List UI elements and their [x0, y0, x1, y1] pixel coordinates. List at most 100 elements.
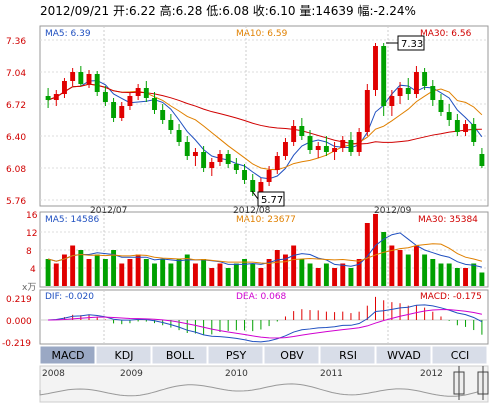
macd-panel-frame	[39, 289, 489, 345]
tab-kdj[interactable]: KDJ	[95, 345, 152, 365]
volume-ma10-line	[47, 243, 483, 265]
header-high: 6.28	[176, 4, 203, 18]
tab-boll[interactable]: BOLL	[151, 345, 208, 365]
candle-body	[217, 154, 223, 162]
header-date: 2012/09/21	[40, 4, 109, 18]
macd-value-label: MACD: -0.175	[420, 292, 482, 302]
tab-label: RSI	[339, 349, 357, 362]
timeline-years: 2008 2009 2010 2011 2012	[42, 369, 443, 379]
price-panel-frame	[39, 25, 489, 207]
volume-bar	[307, 263, 313, 286]
volume-bar	[53, 263, 59, 286]
tab-background	[151, 345, 208, 365]
ma-lines	[47, 80, 483, 180]
price-x-tick: 2012/07	[90, 206, 127, 216]
volume-bar	[225, 268, 231, 286]
candle-body	[438, 100, 444, 112]
candle-body	[446, 112, 452, 120]
candle-body	[291, 126, 297, 142]
price-y-tick: 7.04	[6, 69, 26, 79]
header-volume: 14639	[315, 4, 353, 18]
candle-body	[242, 170, 247, 180]
dea-line	[48, 309, 483, 339]
tab-background	[431, 345, 488, 365]
volume-bar	[454, 268, 460, 286]
tab-label: PSY	[226, 349, 247, 362]
volume-bar	[422, 254, 428, 286]
header-change-label: 幅:	[357, 3, 373, 18]
volume-bar	[250, 263, 256, 286]
candle-body	[70, 72, 76, 81]
candle-body	[102, 92, 108, 102]
candle-body	[430, 86, 436, 100]
candle-body	[348, 140, 354, 152]
volume-bar	[242, 259, 247, 286]
candle-body	[135, 88, 141, 96]
macd-dea-label: DEA: 0.068	[236, 292, 287, 302]
tab-obv[interactable]: OBV	[263, 345, 320, 365]
price-ma10-label: MA10: 6.59	[236, 29, 288, 39]
tab-cci[interactable]: CCI	[431, 345, 488, 365]
header-open: 6.22	[129, 4, 156, 18]
volume-bar	[323, 263, 329, 286]
volume-bar	[413, 245, 419, 286]
candle-body	[381, 46, 387, 106]
ma30-line	[47, 83, 482, 145]
candle-body	[176, 130, 182, 142]
tab-psy[interactable]: PSY	[207, 345, 264, 365]
tab-label: OBV	[280, 349, 304, 362]
volume-bar	[397, 250, 403, 286]
candle-body	[184, 142, 190, 156]
candle-body	[94, 74, 100, 92]
timeline-handle-right[interactable]	[477, 366, 489, 400]
volume-y-axis: 16 12 8 4 x万	[22, 211, 38, 293]
candle-body	[340, 140, 346, 148]
price-y-tick: 5.76	[6, 197, 26, 207]
tab-label: MACD	[52, 349, 85, 362]
volume-ma10-label: MA10: 23677	[236, 215, 296, 225]
timeline-navigator[interactable]	[39, 365, 489, 403]
candle-body	[119, 106, 125, 118]
candle-body	[86, 74, 92, 84]
volume-bar	[471, 263, 477, 286]
candle-body	[315, 146, 321, 150]
volume-bar	[356, 259, 362, 286]
tab-macd[interactable]: MACD	[39, 345, 96, 365]
timeline-sparkline	[39, 383, 489, 397]
candles	[45, 43, 485, 199]
price-y-tick: 6.08	[6, 165, 26, 175]
volume-bar	[127, 259, 133, 286]
candle-body	[283, 142, 288, 156]
volume-bar	[152, 263, 157, 286]
price-y-tick: 6.40	[6, 133, 26, 143]
candle-body	[233, 164, 239, 170]
volume-bar	[217, 263, 223, 286]
candle-body	[323, 146, 329, 152]
volume-bar	[192, 263, 198, 286]
volume-y-tick: 16	[26, 211, 38, 221]
price-y-tick: 7.36	[6, 37, 26, 47]
volume-bar	[405, 254, 411, 286]
header-open-label: 开:	[113, 4, 129, 18]
tab-wvad[interactable]: WVAD	[375, 345, 432, 365]
volume-bar	[463, 268, 468, 286]
candle-body	[152, 98, 157, 110]
tab-background	[319, 345, 376, 365]
candle-body	[201, 152, 207, 168]
tab-background	[39, 345, 96, 365]
tab-rsi[interactable]: RSI	[319, 345, 376, 365]
timeline-handle-left[interactable]	[453, 366, 465, 400]
price-x-tick: 2012/08	[233, 206, 271, 216]
volume-y-tick: 4	[30, 265, 36, 275]
indicator-tabs: MACD KDJ BOLL PSY OBV RSI WVAD CCI	[39, 345, 488, 365]
dif-line	[48, 304, 483, 343]
price-x-tick: 2012/09	[374, 206, 412, 216]
candle-body	[143, 88, 149, 98]
candle-body	[299, 126, 305, 136]
candle-body	[127, 96, 133, 106]
candle-body	[266, 170, 272, 182]
volume-bar	[479, 272, 485, 286]
volume-bar	[340, 263, 346, 286]
tab-label: KDJ	[115, 349, 134, 362]
